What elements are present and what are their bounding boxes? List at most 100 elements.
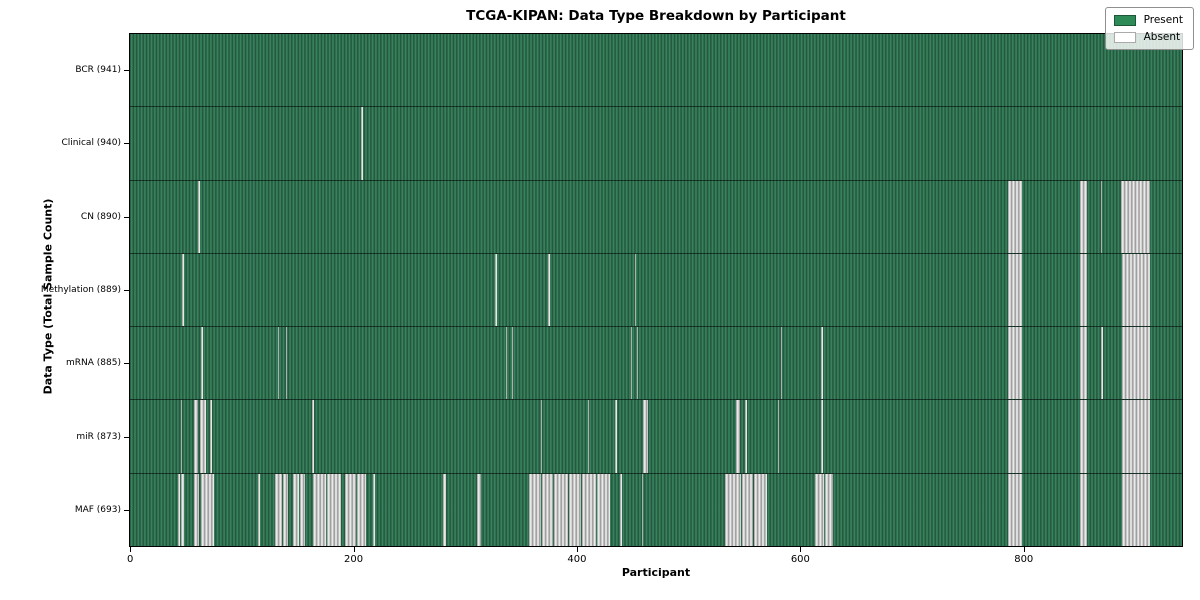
legend-item-absent: Absent — [1113, 31, 1183, 43]
absent-segment — [1079, 473, 1088, 546]
absent-segment — [744, 400, 747, 473]
absent-segment — [1079, 400, 1088, 473]
absent-segment — [181, 253, 184, 327]
plot-area — [129, 33, 1183, 547]
absent-segment — [554, 473, 568, 546]
absent-segment — [1122, 473, 1150, 546]
absent-segment — [477, 473, 482, 546]
absent-segment — [1007, 400, 1023, 473]
x-tick-label: 800 — [1014, 554, 1034, 565]
data-row-maf — [130, 473, 1182, 546]
legend-label: Absent — [1143, 31, 1181, 43]
absent-segment — [356, 473, 366, 546]
absent-segment — [1079, 327, 1088, 400]
data-row-cn — [130, 180, 1182, 254]
absent-segment — [742, 473, 753, 546]
absent-segment — [821, 327, 823, 400]
absent-segment — [293, 473, 299, 546]
x-tick-label: 200 — [344, 554, 364, 565]
absent-segment — [620, 473, 622, 546]
y-tick-mark — [124, 290, 129, 291]
x-tick-mark — [576, 547, 578, 552]
absent-segment — [597, 473, 611, 546]
absent-segment — [345, 473, 356, 546]
absent-segment — [541, 400, 543, 473]
absent-segment — [197, 180, 200, 253]
absent-segment — [1100, 180, 1102, 253]
y-tick-mark — [124, 436, 129, 438]
absent-segment — [1007, 473, 1023, 546]
absent-segment — [178, 473, 181, 546]
y-tick-label: miR (873) — [76, 431, 121, 442]
absent-segment — [736, 400, 741, 473]
absent-segment — [1122, 327, 1150, 400]
absent-segment — [1007, 180, 1023, 253]
absent-segment — [275, 473, 282, 546]
x-tick-mark — [800, 547, 802, 552]
legend: Present Absent — [1104, 7, 1194, 50]
x-tick-label: 400 — [567, 554, 587, 565]
y-tick-mark — [124, 510, 129, 512]
legend-label: Present — [1143, 14, 1183, 26]
absent-segment — [194, 400, 199, 473]
x-tick-label: 0 — [127, 554, 134, 565]
absent-segment — [634, 253, 637, 327]
x-tick-label: 600 — [790, 554, 810, 565]
absent-segment — [511, 327, 514, 400]
data-row-mrna — [130, 327, 1182, 401]
absent-segment — [327, 473, 341, 546]
absent-swatch-icon — [1113, 31, 1136, 43]
absent-segment — [1122, 400, 1150, 473]
y-tick-mark — [124, 69, 129, 71]
absent-segment — [200, 473, 214, 546]
y-tick-mark — [124, 363, 129, 365]
absent-segment — [824, 473, 834, 546]
absent-segment — [630, 327, 633, 400]
absent-segment — [1079, 180, 1088, 253]
present-swatch-icon — [1113, 14, 1136, 26]
absent-segment — [258, 473, 261, 546]
y-tick-label: MAF (693) — [74, 505, 121, 516]
absent-segment — [442, 473, 447, 546]
data-row-bcr — [130, 34, 1182, 108]
absent-segment — [636, 327, 638, 400]
data-row-clinical — [130, 107, 1182, 181]
absent-segment — [180, 400, 183, 473]
absent-segment — [209, 400, 212, 473]
x-tick-mark — [353, 547, 355, 552]
absent-segment — [587, 400, 590, 473]
absent-segment — [1007, 327, 1023, 400]
absent-segment — [505, 327, 508, 400]
absent-segment — [821, 400, 824, 473]
absent-segment — [373, 473, 376, 546]
absent-segment — [313, 473, 327, 546]
absent-segment — [754, 473, 767, 546]
x-tick-mark — [130, 547, 132, 552]
absent-segment — [277, 327, 280, 400]
absent-segment — [1079, 253, 1088, 327]
absent-segment — [528, 473, 542, 546]
absent-segment — [542, 473, 554, 546]
absent-segment — [568, 473, 582, 546]
absent-segment — [193, 473, 200, 546]
x-axis-label: Participant — [621, 566, 691, 579]
legend-item-present: Present — [1113, 14, 1183, 26]
absent-segment — [181, 473, 185, 546]
data-row-mir — [130, 400, 1182, 474]
absent-segment — [299, 473, 305, 546]
absent-segment — [725, 473, 741, 546]
absent-segment — [361, 107, 363, 180]
absent-segment — [814, 473, 824, 546]
chart-title: TCGA-KIPAN: Data Type Breakdown by Parti… — [466, 8, 846, 24]
y-tick-label: Clinical (940) — [61, 138, 121, 149]
y-tick-label: mRNA (885) — [66, 358, 121, 369]
absent-segment — [641, 473, 644, 546]
absent-segment — [777, 400, 780, 473]
absent-segment — [495, 253, 497, 327]
y-tick-mark — [124, 216, 129, 218]
y-tick-label: Methylation (889) — [40, 285, 121, 295]
y-tick-mark — [124, 143, 129, 145]
absent-segment — [615, 400, 617, 473]
absent-segment — [548, 253, 550, 327]
